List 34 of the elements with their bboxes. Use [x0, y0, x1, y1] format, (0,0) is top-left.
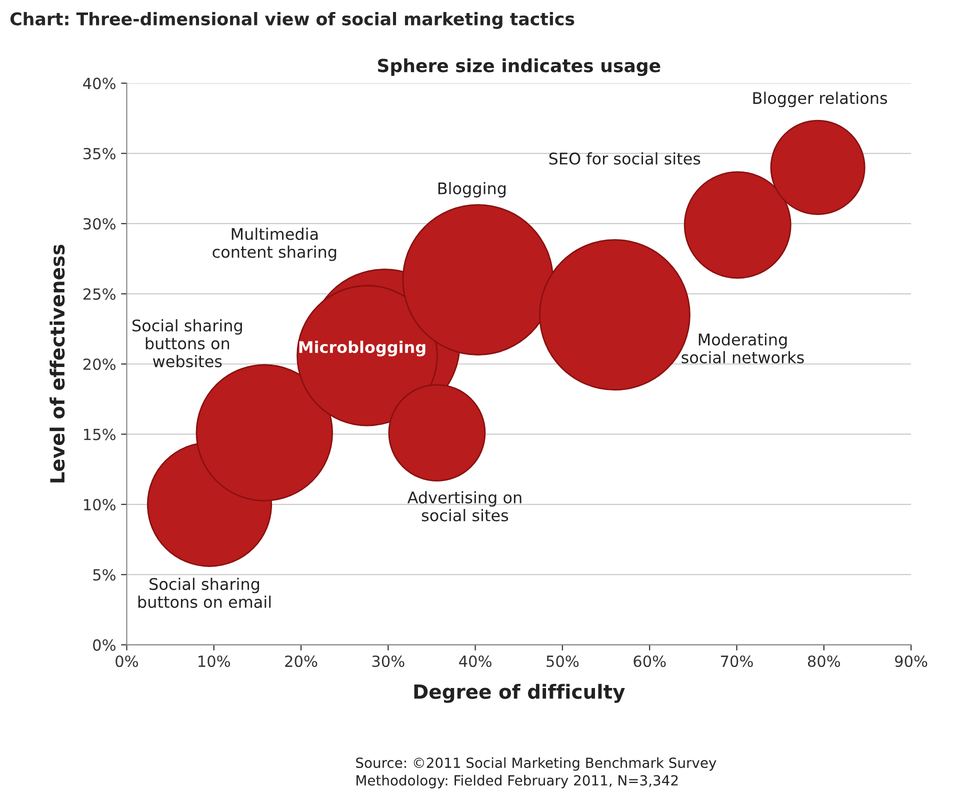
- x-axis-title: Degree of difficulty: [414, 684, 625, 703]
- chart-title: Chart: Three-dimensional view of social marketing tactics: [10, 12, 574, 29]
- y-tick-label: 5%: [93, 569, 116, 581]
- text: Methodology: Fielded February 2011, N=3,342: [356, 774, 678, 788]
- chart-subtitle: Sphere size indicates usage: [378, 58, 660, 76]
- y-tick-label: 15%: [84, 428, 116, 440]
- series-label: SEO for social sites: [549, 152, 700, 165]
- series-label: Advertising on social sites: [407, 491, 522, 522]
- y-tick-label: 10%: [84, 498, 116, 510]
- series-label: Blogger relations: [753, 92, 888, 108]
- y-tick-label: 35%: [84, 148, 116, 160]
- y-tick-label: 40%: [83, 78, 116, 90]
- x-tick-label: 90%: [895, 655, 928, 668]
- series-label: Moderating social networks: [682, 333, 804, 364]
- y-tick-label: 20%: [83, 358, 116, 370]
- x-tick-label: 0%: [116, 655, 138, 668]
- series-label: Social sharing buttons on email: [138, 578, 271, 608]
- y-tick-label: 0%: [93, 639, 116, 651]
- x-tick-label: 30%: [372, 655, 404, 668]
- x-tick-label: 80%: [808, 655, 840, 668]
- y-axis-title: Level of effectiveness: [50, 244, 65, 482]
- x-tick-label: 10%: [198, 655, 230, 668]
- x-tick-label: 60%: [634, 655, 666, 668]
- series-label: Multimedia content sharing: [212, 228, 336, 262]
- series-label: Microblogging: [299, 340, 426, 356]
- y-tick-label: 25%: [83, 288, 116, 300]
- series-label: Blogging: [438, 182, 506, 198]
- y-tick-label: 30%: [84, 218, 116, 230]
- x-tick-label: 70%: [721, 655, 753, 668]
- series-label: Social sharing buttons on websites: [132, 319, 242, 368]
- x-tick-label: 50%: [546, 655, 579, 668]
- x-tick-label: 20%: [285, 655, 318, 668]
- source-note: Source: ©2011 Social Marketing Benchmark Survey: [356, 757, 716, 771]
- x-tick-label: 40%: [459, 655, 492, 668]
